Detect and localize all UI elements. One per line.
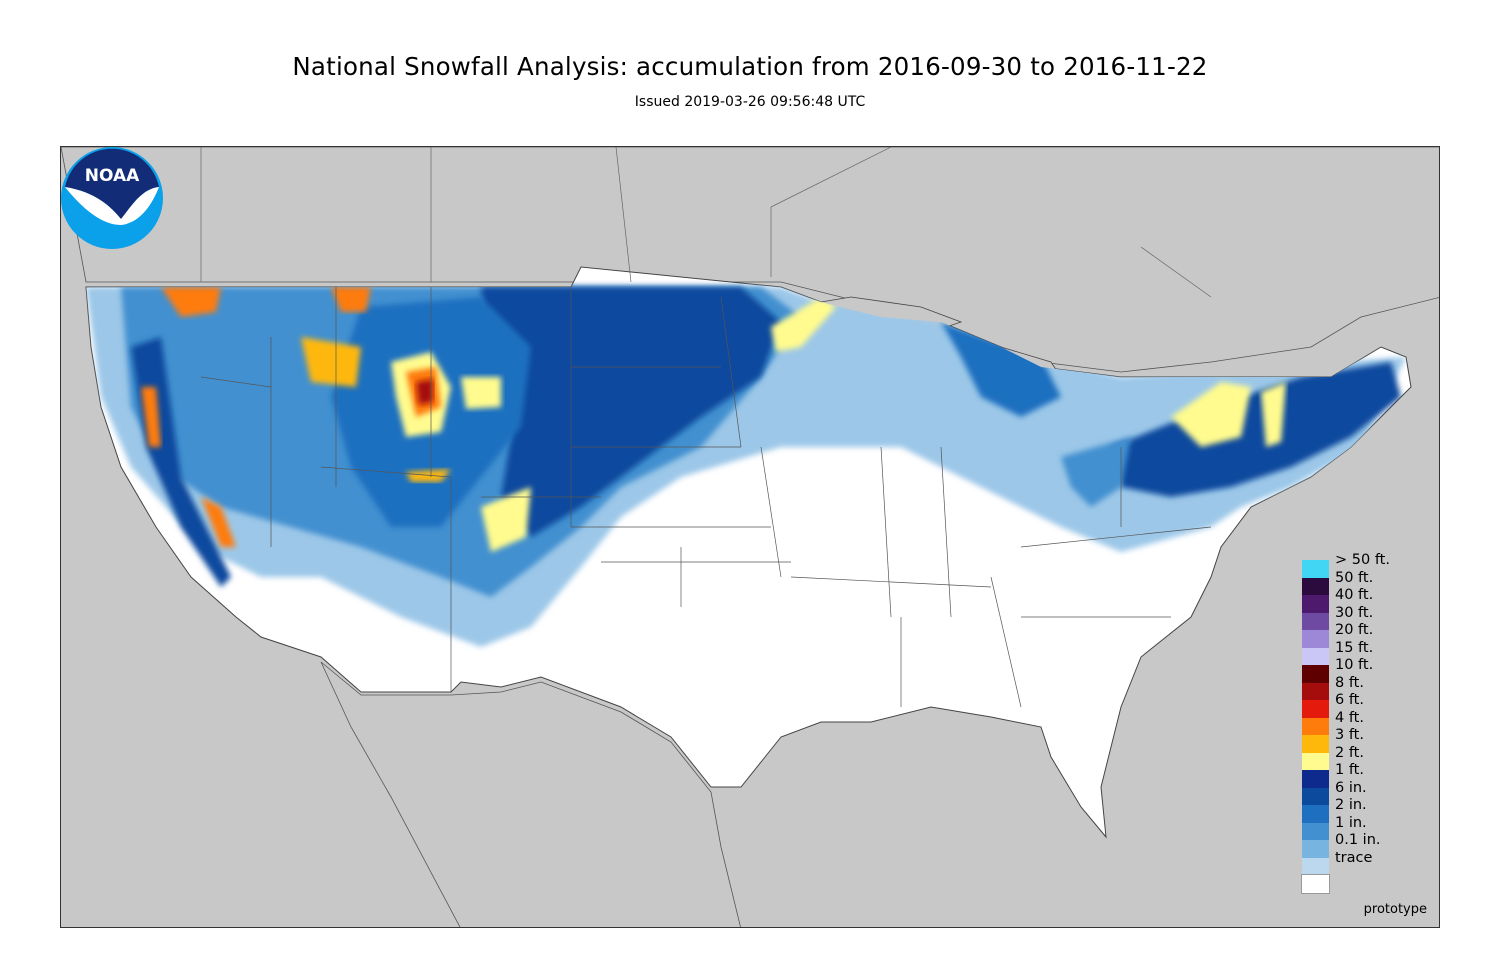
legend-label: 30 ft. [1335, 604, 1374, 621]
noaa-logo-text: NOAA [85, 166, 140, 186]
legend-swatch [1302, 770, 1329, 788]
legend-entry: 15 ft. [1302, 640, 1422, 665]
legend-swatch [1302, 822, 1329, 840]
state-borders [200, 287, 1212, 708]
international-borders [200, 147, 1212, 298]
prototype-watermark: prototype [1363, 902, 1427, 917]
legend-label: 15 ft. [1335, 639, 1374, 656]
legend-swatch [1302, 700, 1329, 718]
canada-landmass [61, 147, 1439, 373]
legend-label: 6 ft. [1335, 692, 1364, 708]
map-canvas [61, 147, 1439, 927]
legend-entry: 30 ft. [1302, 605, 1422, 630]
legend-entry: 1 ft. [1302, 762, 1422, 788]
legend-entry: 2 in. [1302, 797, 1422, 823]
legend-swatch [1302, 805, 1329, 823]
legend-swatch [1301, 874, 1330, 894]
legend-label: 1 in. [1335, 814, 1367, 831]
map-title: National Snowfall Analysis: accumulation… [292, 52, 1208, 81]
legend-label: 2 ft. [1335, 744, 1364, 761]
legend-label: 4 ft. [1335, 709, 1364, 726]
legend-swatch [1302, 787, 1329, 805]
legend-label: 3 ft. [1335, 727, 1364, 743]
snowfall-map[interactable]: NOAA prototype [60, 146, 1440, 928]
legend-label: > 50 ft. [1335, 552, 1390, 568]
legend-entry: 20 ft. [1302, 622, 1422, 648]
snowfall-shading [86, 287, 1406, 647]
legend-entry: 40 ft. [1302, 587, 1422, 613]
legend-swatch [1302, 612, 1329, 630]
legend-entry: 8 ft. [1302, 675, 1422, 700]
legend-swatch [1302, 735, 1329, 753]
legend-label: 1 ft. [1335, 762, 1364, 778]
legend-entry: 10 ft. [1302, 657, 1422, 683]
legend-swatch [1302, 647, 1329, 665]
legend-entry: 2 ft. [1302, 745, 1422, 770]
legend-entry: 0.1 in. [1302, 832, 1422, 858]
noaa-logo: NOAA [61, 147, 163, 249]
legend-label: trace [1335, 849, 1373, 866]
legend-swatch [1302, 665, 1329, 683]
legend-label: 8 ft. [1335, 674, 1364, 691]
legend-entry [1301, 874, 1422, 894]
legend-entry: > 50 ft. [1302, 552, 1422, 578]
legend-swatch [1302, 840, 1329, 858]
legend-label: 6 in. [1335, 779, 1367, 796]
legend-label: 0.1 in. [1335, 832, 1381, 848]
mexico-landmass [320, 661, 741, 927]
legend-swatch [1302, 717, 1329, 735]
legend-entry: 6 ft. [1302, 692, 1422, 718]
legend-label: 40 ft. [1335, 587, 1374, 603]
legend-entry: 1 in. [1302, 815, 1422, 840]
snowfall-legend: > 50 ft. 50 ft. 40 ft. 30 ft. 20 ft. 15 ft. 10… [1301, 552, 1422, 894]
legend-entry: 4 ft. [1302, 710, 1422, 735]
legend-swatch [1302, 682, 1329, 700]
legend-swatch [1302, 577, 1329, 595]
legend-entry: trace [1302, 850, 1422, 875]
legend-label: 50 ft. [1335, 569, 1374, 586]
issued-timestamp: Issued 2019-03-26 09:56:48 UTC [634, 94, 866, 110]
legend-label: 10 ft. [1335, 657, 1374, 673]
legend-entry: 6 in. [1302, 780, 1422, 805]
legend-swatch [1302, 752, 1329, 770]
legend-swatch [1302, 857, 1329, 875]
legend-swatch [1302, 560, 1329, 578]
legend-swatch [1302, 630, 1329, 648]
legend-label: 20 ft. [1335, 622, 1374, 638]
legend-swatch [1302, 595, 1329, 613]
legend-entry: 50 ft. [1302, 570, 1422, 595]
legend-label: 2 in. [1335, 797, 1367, 813]
legend-entry: 3 ft. [1302, 727, 1422, 753]
